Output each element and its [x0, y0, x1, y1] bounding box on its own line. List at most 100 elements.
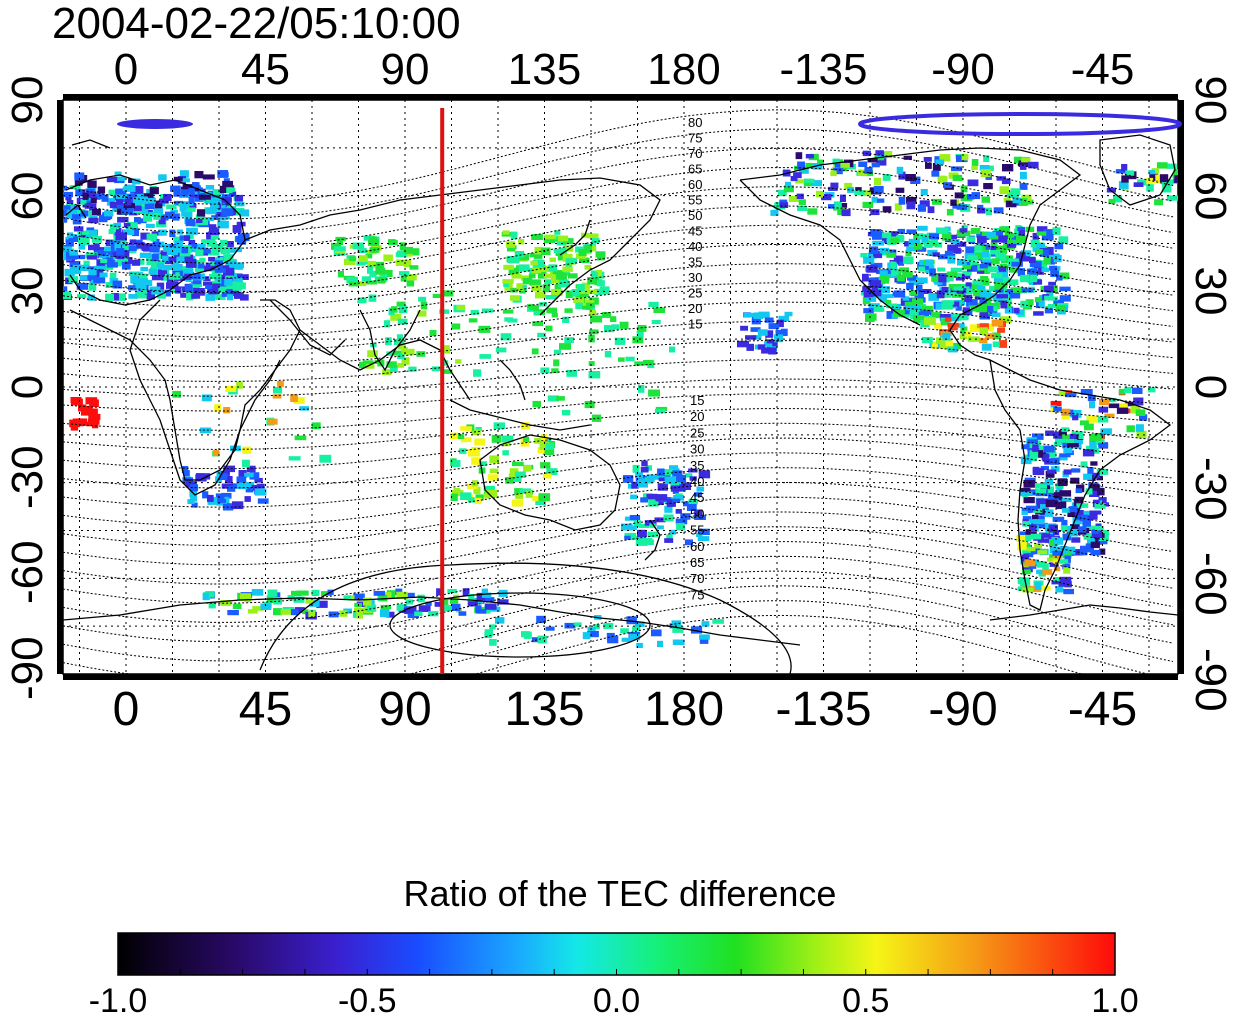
y-tick-label-left: -60 [3, 540, 52, 605]
tec-data-patch [871, 196, 878, 203]
tec-data-patch [302, 609, 309, 615]
tec-data-patch [153, 212, 161, 220]
tec-data-patch [1025, 226, 1035, 232]
tec-data-patch [136, 278, 149, 285]
tec-data-patch [541, 247, 551, 256]
contour-label-south: 15 [690, 393, 704, 408]
tec-data-patch [518, 264, 530, 272]
tec-data-patch [860, 253, 868, 258]
tec-data-patch [1004, 295, 1012, 303]
contour-label-north: 40 [688, 239, 702, 254]
tec-data-patch [520, 438, 530, 447]
tec-data-patch [79, 275, 89, 281]
contour-label-south: 70 [690, 571, 704, 586]
tec-data-patch [515, 471, 526, 478]
tec-data-patch [88, 414, 99, 421]
tec-data-patch [1025, 529, 1037, 537]
tec-data-patch [146, 294, 155, 300]
tec-data-patch [1084, 525, 1097, 531]
x-tick-label-top: 90 [380, 45, 430, 94]
tec-data-patch [765, 330, 774, 338]
tec-data-patch [1008, 233, 1015, 238]
tec-data-patch [1118, 181, 1129, 189]
tec-data-patch [865, 313, 877, 321]
x-tick-label-top: -90 [931, 45, 995, 94]
tec-data-patch [575, 253, 587, 259]
tec-data-patch [581, 282, 590, 290]
tec-data-patch [780, 328, 788, 336]
tec-data-patch [669, 465, 679, 470]
tec-data-patch [584, 401, 595, 409]
tec-data-patch [999, 186, 1009, 195]
tec-data-patch [158, 198, 169, 204]
tec-data-patch [987, 266, 999, 273]
tec-data-patch [1029, 450, 1039, 459]
tec-data-patch [212, 189, 224, 195]
tec-data-patch [132, 178, 141, 185]
tec-data-patch [931, 239, 938, 244]
tec-data-patch [916, 284, 923, 291]
tec-data-patch [197, 217, 208, 226]
tec-data-patch [960, 185, 968, 193]
tec-data-patch [936, 290, 945, 299]
tec-data-patch [948, 326, 958, 331]
tec-data-patch [207, 494, 214, 502]
tec-data-patch [68, 236, 81, 242]
tec-data-patch [1039, 586, 1051, 591]
tec-data-patch [175, 287, 182, 294]
tec-data-patch [1148, 169, 1155, 175]
tec-data-patch [980, 251, 990, 257]
tec-data-patch [1023, 480, 1035, 488]
tec-data-patch [106, 262, 118, 268]
tec-data-patch [944, 275, 954, 282]
tec-data-patch [690, 626, 703, 634]
tec-data-patch [86, 227, 95, 232]
tec-data-patch [117, 217, 129, 222]
tec-data-patch [972, 264, 981, 272]
tec-data-patch [114, 242, 121, 251]
contour-label-north: 20 [688, 301, 702, 316]
tec-data-patch [408, 366, 417, 372]
tec-data-patch [434, 601, 442, 607]
tec-data-patch [921, 236, 929, 243]
tec-data-patch [639, 523, 650, 528]
tec-data-patch [651, 629, 662, 637]
tec-data-patch [1009, 292, 1021, 299]
tec-data-patch [1059, 490, 1072, 497]
tec-data-patch [969, 299, 978, 306]
tec-data-patch [184, 284, 193, 293]
tec-data-patch [489, 639, 497, 646]
tec-data-patch [669, 346, 676, 353]
tec-data-patch [367, 266, 373, 274]
tec-data-patch [943, 300, 955, 305]
tec-data-patch [484, 629, 494, 637]
tec-data-patch [357, 281, 367, 287]
tec-data-patch [153, 208, 164, 216]
tec-data-patch [934, 242, 943, 248]
tec-data-patch [154, 241, 161, 248]
tec-data-patch [889, 249, 897, 256]
tec-data-patch [884, 151, 893, 159]
tec-data-patch [316, 600, 328, 608]
tec-data-patch [1089, 441, 1097, 449]
tec-data-patch [793, 172, 802, 179]
tec-data-patch [1087, 537, 1095, 545]
tec-data-patch [1042, 533, 1051, 538]
tec-data-patch [483, 597, 495, 603]
tec-data-patch [980, 169, 991, 178]
tec-data-patch [514, 251, 525, 258]
tec-data-patch [899, 267, 909, 273]
tec-data-patch [583, 245, 593, 253]
tec-data-patch [556, 396, 565, 401]
tec-data-patch [273, 597, 282, 605]
tec-data-patch [764, 317, 774, 323]
tec-data-patch [595, 269, 602, 277]
tec-data-patch [179, 252, 191, 257]
tec-data-patch [869, 280, 881, 289]
tec-data-patch [186, 292, 194, 301]
tec-data-patch [1096, 468, 1109, 475]
tec-data-patch [231, 501, 244, 510]
tec-data-patch [950, 199, 957, 206]
tec-data-patch [404, 246, 413, 254]
tec-data-patch [181, 466, 189, 473]
